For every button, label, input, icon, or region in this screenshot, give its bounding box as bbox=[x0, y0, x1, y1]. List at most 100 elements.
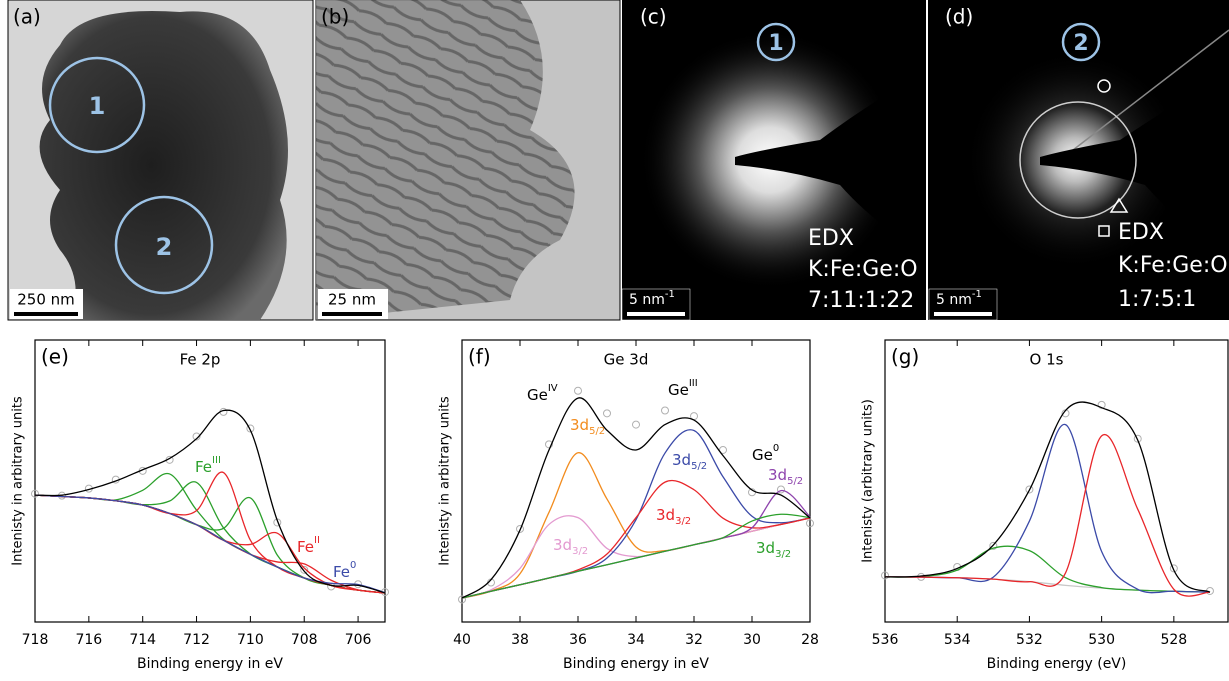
panel-label: (c) bbox=[640, 5, 667, 29]
plot-frame bbox=[885, 340, 1228, 622]
annotation-sup: 0 bbox=[773, 443, 779, 454]
panel-b: (b) 25 nm bbox=[316, 0, 620, 320]
x-tick-label: 714 bbox=[129, 632, 156, 648]
annotation: GeIV bbox=[527, 383, 558, 404]
region-label: 1 bbox=[768, 31, 783, 56]
edx-text: 7:11:1:22 bbox=[808, 288, 914, 313]
annotation-text: 3d bbox=[570, 416, 589, 434]
x-tick-label: 28 bbox=[801, 632, 819, 648]
panel-label: (b) bbox=[321, 5, 349, 29]
y-axis-label: Intenisty in arbitrary units bbox=[11, 396, 26, 566]
figure: (a) 1 2 250 nm (b) 25 nm 1 (c) EDX K:Fe:… bbox=[0, 0, 1229, 677]
edx-text: 1:7:5:1 bbox=[1118, 287, 1196, 312]
x-tick-label: 528 bbox=[1160, 632, 1187, 648]
annotation-text: Ge bbox=[668, 381, 689, 399]
annotation-text: Fe bbox=[195, 458, 212, 476]
panel-label: (f) bbox=[468, 345, 491, 369]
region-label: 2 bbox=[1073, 31, 1088, 56]
x-tick-label: 36 bbox=[569, 632, 587, 648]
annotation-sup: II bbox=[314, 535, 320, 546]
spectrum-line bbox=[885, 577, 1210, 592]
x-tick-label: 532 bbox=[1016, 632, 1043, 648]
annotation-text: 3d bbox=[656, 506, 675, 524]
chart: 718716714712710708706(e)Fe 2pBinding ene… bbox=[11, 340, 389, 672]
chart-title: Ge 3d bbox=[604, 351, 649, 369]
annotation-text: 3d bbox=[756, 539, 775, 557]
annotation-text: 3d bbox=[768, 466, 787, 484]
x-axis-label: Binding energy in eV bbox=[137, 656, 283, 672]
scale-bar bbox=[627, 312, 685, 316]
edx-text: EDX bbox=[1118, 220, 1164, 245]
annotation: 3d5/2 bbox=[672, 451, 707, 473]
annotation-sub: 5/2 bbox=[691, 461, 707, 472]
annotation: 3d3/2 bbox=[553, 536, 588, 558]
scale-text: 250 nm bbox=[17, 291, 75, 309]
scale-bar bbox=[934, 312, 992, 316]
annotation-sub: 5/2 bbox=[787, 476, 803, 487]
x-tick-label: 536 bbox=[872, 632, 899, 648]
x-tick-label: 530 bbox=[1088, 632, 1115, 648]
annotation-text: Ge bbox=[752, 446, 773, 464]
scale-text: 25 nm bbox=[328, 291, 376, 309]
x-tick-label: 710 bbox=[237, 632, 264, 648]
annotation-sub: 5/2 bbox=[589, 426, 605, 437]
annotation-sub: 3/2 bbox=[775, 549, 791, 560]
chart-title: O 1s bbox=[1030, 351, 1064, 369]
y-axis-label: Intenisty in arbitrary units bbox=[438, 396, 453, 566]
annotation: 3d3/2 bbox=[656, 506, 691, 528]
x-tick-label: 718 bbox=[22, 632, 49, 648]
x-tick-label: 716 bbox=[75, 632, 102, 648]
annotation: FeIII bbox=[195, 455, 221, 476]
spectrum-line bbox=[462, 453, 810, 598]
annotation-text: 3d bbox=[553, 536, 572, 554]
scale-bar bbox=[14, 312, 78, 316]
annotation-sup: III bbox=[212, 455, 221, 466]
edx-text: K:Fe:Ge:O bbox=[808, 257, 918, 282]
annotation-text: Fe bbox=[297, 538, 314, 556]
edx-text: EDX bbox=[808, 226, 854, 251]
edx-text: K:Fe:Ge:O bbox=[1118, 253, 1228, 278]
panel-a: (a) 1 2 250 nm bbox=[8, 0, 313, 320]
panel-label: (e) bbox=[41, 345, 69, 369]
panel-d: 2 (d) EDX K:Fe:Ge:O 1:7:5:1 5 nm-1 bbox=[928, 0, 1229, 320]
panel-c: 1 (c) EDX K:Fe:Ge:O 7:11:1:22 5 nm-1 bbox=[622, 0, 926, 320]
annotation-sub: 3/2 bbox=[675, 516, 691, 527]
x-tick-label: 32 bbox=[685, 632, 703, 648]
annotation-sub: 3/2 bbox=[572, 546, 588, 557]
x-tick-label: 38 bbox=[511, 632, 529, 648]
panel-label: (g) bbox=[891, 345, 919, 369]
annotation-text: Ge bbox=[527, 386, 548, 404]
chart-title: Fe 2p bbox=[180, 351, 221, 369]
data-point bbox=[604, 410, 611, 417]
region-label: 1 bbox=[89, 92, 106, 120]
annotation: 3d5/2 bbox=[570, 416, 605, 438]
panel-label: (d) bbox=[945, 5, 973, 29]
particle bbox=[40, 11, 288, 320]
annotation: Fe0 bbox=[333, 560, 356, 581]
annotation-sup: III bbox=[689, 378, 698, 389]
annotation: Ge0 bbox=[752, 443, 779, 464]
x-tick-label: 708 bbox=[291, 632, 318, 648]
data-point bbox=[575, 387, 582, 394]
data-point bbox=[633, 421, 640, 428]
scale-bar bbox=[322, 312, 382, 316]
data-point bbox=[662, 407, 669, 414]
region-label: 2 bbox=[156, 233, 173, 261]
spectrum-line bbox=[885, 546, 1210, 592]
annotation: FeII bbox=[297, 535, 320, 556]
chart: 40 38 36 34 32 30 28 (f) Ge 3d Binding energy in … bbox=[438, 340, 819, 672]
annotation-text: Fe bbox=[333, 563, 350, 581]
x-axis-label: Binding energy in eV bbox=[563, 656, 709, 672]
spectrum-line bbox=[885, 435, 1210, 597]
annotation: 3d5/2 bbox=[768, 466, 803, 488]
chart: 536534532530528(g)O 1sBinding energy (eV… bbox=[861, 340, 1229, 672]
annotation: GeIII bbox=[668, 378, 698, 399]
panel-label: (a) bbox=[13, 5, 41, 29]
annotation: 3d3/2 bbox=[756, 539, 791, 561]
x-tick-label: 30 bbox=[743, 632, 761, 648]
y-axis-label: Intenisty (arbitrary units) bbox=[861, 399, 876, 563]
x-tick-label: 534 bbox=[944, 632, 971, 648]
annotation-text: 3d bbox=[672, 451, 691, 469]
x-tick-label: 40 bbox=[453, 632, 471, 648]
x-tick-label: 34 bbox=[627, 632, 645, 648]
